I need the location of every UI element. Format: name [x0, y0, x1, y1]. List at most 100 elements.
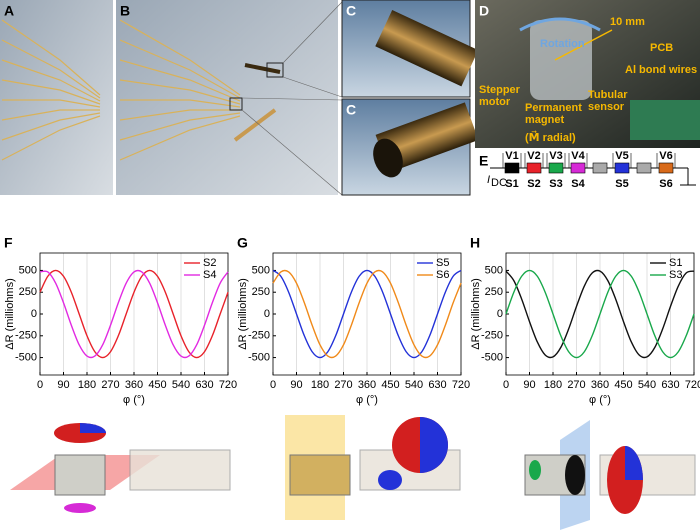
y-tick-label: -500	[248, 351, 270, 363]
photo-annotation: Rotation	[540, 38, 585, 50]
tube	[289, 454, 351, 496]
tube	[375, 9, 479, 87]
illustration-f	[10, 423, 231, 513]
y-tick-label: -250	[481, 330, 503, 342]
x-tick-label: 90	[57, 379, 69, 391]
legend-label: S4	[203, 269, 216, 281]
sensor-label: S1	[505, 178, 518, 190]
x-tick-label: 720	[219, 379, 237, 391]
photo-annotation: Al bond wires	[625, 64, 697, 76]
sensor-box	[658, 162, 674, 174]
tube	[54, 454, 106, 496]
y-axis-label: ΔR (milliohms)	[4, 278, 16, 350]
panel-label: B	[120, 3, 130, 19]
panel-label: E	[479, 153, 488, 169]
current-sub: DC	[491, 177, 507, 189]
x-axis-label: φ (°)	[589, 394, 611, 406]
y-tick-label: 0	[497, 308, 503, 320]
legend-label: S2	[203, 257, 216, 269]
data-line	[272, 269, 462, 359]
voltage-label: V3	[549, 150, 562, 162]
pcb	[630, 100, 700, 140]
voltage-label: V6	[659, 150, 672, 162]
x-axis-label: φ (°)	[356, 394, 378, 406]
zoom-line	[241, 109, 343, 196]
legend-label: S6	[436, 269, 449, 281]
zoom-line	[241, 97, 343, 101]
resistor-box	[592, 162, 608, 174]
x-tick-label: 180	[544, 379, 562, 391]
sensor-box	[526, 162, 542, 174]
sensor	[64, 503, 96, 513]
y-tick-label: 0	[264, 308, 270, 320]
x-tick-label: 630	[428, 379, 446, 391]
sensor	[529, 460, 541, 480]
x-tick-label: 0	[37, 379, 43, 391]
x-tick-label: 180	[78, 379, 96, 391]
voltage-label: V1	[505, 150, 518, 162]
sensor-label: S6	[659, 178, 672, 190]
legend-label: S5	[436, 257, 449, 269]
photo-annotation: PCB	[650, 42, 673, 54]
y-axis-label: ΔR (milliohms)	[470, 278, 482, 350]
x-tick-label: 90	[523, 379, 535, 391]
legend-label: S1	[669, 257, 682, 269]
data-line	[39, 269, 229, 359]
data-line	[39, 269, 229, 359]
photo-annotation: (M⃗ radial)	[525, 130, 576, 144]
zoom-line	[282, 1, 343, 64]
tube-end	[373, 138, 403, 178]
x-tick-label: 0	[503, 379, 509, 391]
panel-label: A	[4, 3, 14, 19]
y-tick-label: -500	[15, 351, 37, 363]
y-tick-label: 500	[485, 264, 503, 276]
x-tick-label: 360	[358, 379, 376, 391]
panel-label: G	[237, 235, 248, 251]
electrode-fan	[119, 19, 241, 161]
x-tick-label: 630	[195, 379, 213, 391]
x-tick-label: 630	[661, 379, 679, 391]
tube	[233, 108, 277, 142]
sensor	[565, 455, 585, 495]
photo-b	[116, 0, 338, 195]
panel-label: C	[346, 3, 356, 19]
voltage-label: V5	[615, 150, 628, 162]
y-axis-label: ΔR (milliohms)	[237, 278, 249, 350]
x-tick-label: 270	[567, 379, 585, 391]
sensor-label: S2	[527, 178, 540, 190]
y-tick-label: 250	[485, 286, 503, 298]
sensor-box	[570, 162, 586, 174]
x-tick-label: 540	[172, 379, 190, 391]
y-tick-label: -250	[15, 330, 37, 342]
y-tick-label: 250	[252, 286, 270, 298]
current-label: I	[487, 174, 490, 186]
panel-label: C	[346, 102, 356, 118]
zoom-box	[266, 62, 284, 78]
y-tick-label: 500	[19, 264, 37, 276]
plot-frame	[272, 252, 462, 376]
x-tick-label: 450	[148, 379, 166, 391]
resistor-box	[636, 162, 652, 174]
panel-label: H	[470, 235, 480, 251]
x-tick-label: 0	[270, 379, 276, 391]
sensor-label: S3	[549, 178, 562, 190]
x-tick-label: 90	[290, 379, 302, 391]
x-tick-label: 270	[101, 379, 119, 391]
sensor-box	[504, 162, 520, 174]
x-tick-label: 180	[311, 379, 329, 391]
x-tick-label: 540	[405, 379, 423, 391]
plot-frame	[39, 252, 229, 376]
zoom-line	[282, 76, 343, 98]
data-line	[272, 269, 462, 359]
sensor-label: S4	[571, 178, 585, 190]
photo-annotation: Permanent magnet	[525, 102, 582, 126]
x-tick-label: 450	[381, 379, 399, 391]
sensor-box	[548, 162, 564, 174]
electrode-fan	[1, 19, 101, 161]
rotation-arrow	[519, 17, 601, 32]
magnet-holder	[530, 20, 592, 100]
y-tick-label: -500	[481, 351, 503, 363]
photo-annotation: 10 mm	[610, 16, 645, 28]
photo-a	[0, 0, 113, 195]
